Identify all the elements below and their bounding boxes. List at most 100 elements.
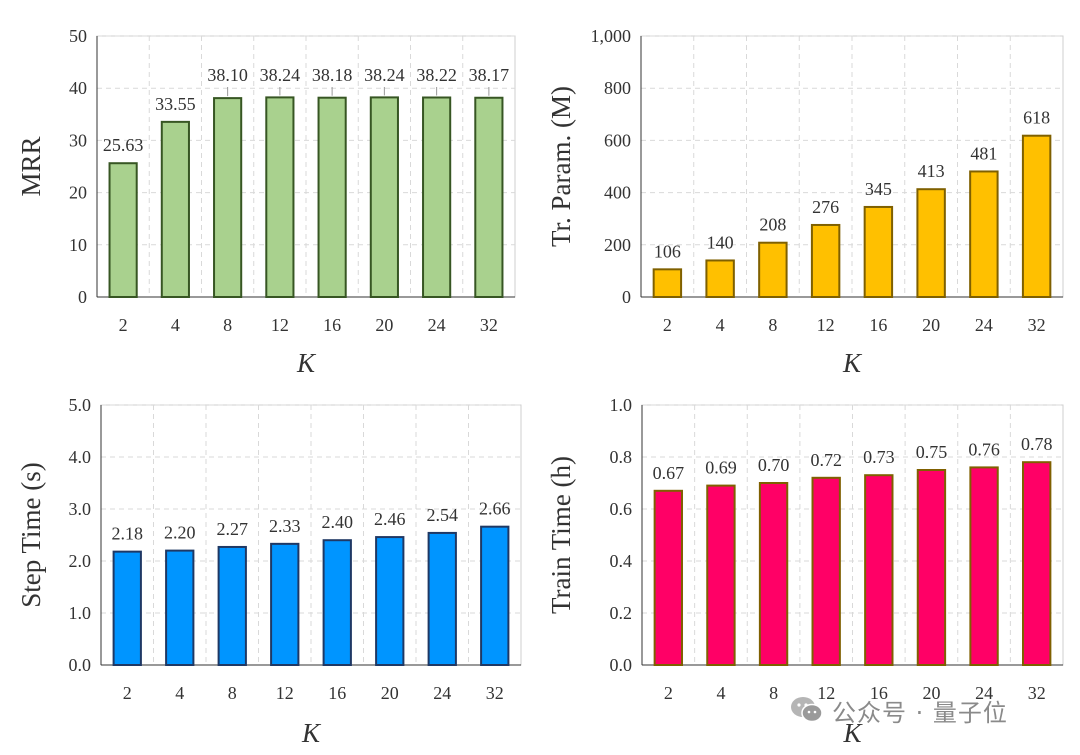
data-label: 38.17 [469, 65, 510, 85]
x-tick-label: 2 [663, 315, 672, 335]
bar [474, 96, 504, 299]
bar [422, 96, 452, 299]
data-label: 0.75 [916, 442, 948, 462]
y-tick-label: 4.0 [69, 447, 92, 467]
x-tick-label: 32 [480, 315, 498, 335]
y-tick-label: 50 [69, 26, 87, 46]
data-label: 2.20 [164, 523, 196, 543]
bar [213, 97, 243, 298]
x-axis-title: K [842, 348, 863, 378]
chart-step: 0.0 1.0 2.0 3.0 4.0 5.0 2 2.18 4 2.20 8 2.27 12 2.33 1… [16, 395, 522, 748]
x-tick-label: 24 [433, 683, 451, 703]
data-label: 0.69 [705, 458, 737, 478]
x-tick-label: 16 [870, 683, 888, 703]
data-label: 2.46 [374, 509, 406, 529]
y-tick-label: 200 [604, 235, 631, 255]
data-label: 0.70 [758, 455, 790, 475]
data-label: 2.27 [217, 519, 249, 539]
bar [863, 205, 894, 298]
bar [369, 96, 399, 298]
y-tick-label: 0.8 [610, 447, 633, 467]
x-tick-label: 24 [975, 683, 993, 703]
bar [810, 223, 841, 299]
bar [864, 474, 894, 667]
x-tick-label: 2 [123, 683, 132, 703]
data-label: 2.66 [479, 499, 511, 519]
data-label: 0.78 [1021, 434, 1053, 454]
x-tick-label: 16 [869, 315, 887, 335]
data-label: 618 [1023, 108, 1050, 128]
x-tick-label: 2 [664, 683, 673, 703]
x-tick-label: 2 [119, 315, 128, 335]
watermark-text: 公众号 · 量子位 [832, 698, 1008, 727]
data-label: 140 [707, 232, 734, 252]
x-tick-label: 32 [486, 683, 504, 703]
data-label: 0.67 [653, 463, 685, 483]
y-axis-title: Train Time (h) [546, 456, 576, 614]
x-tick-label: 4 [175, 683, 184, 703]
bar [916, 188, 946, 298]
data-label: 106 [654, 241, 681, 261]
data-label: 38.24 [260, 65, 301, 85]
bar [758, 482, 789, 666]
data-label: 38.18 [312, 65, 353, 85]
data-label: 38.22 [416, 65, 457, 85]
bar [653, 489, 683, 666]
bar [1021, 134, 1052, 298]
y-tick-label: 0 [78, 287, 87, 307]
x-tick-label: 16 [328, 683, 346, 703]
bar [480, 525, 510, 666]
chart-mrr: 0 10 20 30 40 50 2 25.63 4 33.55 8 38.10 12 38.24 16 38… [16, 26, 516, 378]
y-tick-label: 5.0 [69, 395, 92, 415]
bar [165, 549, 195, 666]
x-tick-label: 20 [922, 315, 940, 335]
x-tick-label: 4 [171, 315, 180, 335]
y-tick-label: 0.0 [69, 655, 92, 675]
data-label: 345 [865, 179, 892, 199]
y-tick-label: 400 [604, 183, 631, 203]
data-label: 2.54 [427, 505, 459, 525]
x-axis-title: K [296, 348, 317, 378]
data-label: 38.24 [364, 65, 405, 85]
data-label: 38.10 [207, 65, 248, 85]
x-tick-label: 4 [716, 315, 725, 335]
bar [916, 469, 947, 666]
y-tick-label: 1.0 [69, 603, 92, 623]
bar [265, 96, 295, 298]
x-axis-title: K [842, 718, 863, 748]
x-tick-label: 32 [1028, 315, 1046, 335]
y-axis-title: Step Time (s) [16, 462, 46, 608]
bar [112, 550, 142, 667]
bar [1022, 461, 1052, 667]
chart-params: 0 200 400 600 800 1,000 2 106 4 140 8 208 12 276 16 345… [546, 26, 1064, 378]
x-axis-title: K [301, 718, 322, 748]
x-tick-label: 20 [922, 683, 940, 703]
bar [160, 120, 190, 298]
x-tick-label: 12 [817, 683, 835, 703]
y-tick-label: 1,000 [591, 26, 632, 46]
data-label: 276 [812, 197, 839, 217]
data-label: 25.63 [103, 135, 144, 155]
bar [705, 259, 735, 298]
y-tick-label: 0.4 [610, 551, 633, 571]
data-label: 0.73 [863, 447, 895, 467]
y-tick-label: 600 [604, 130, 631, 150]
x-tick-label: 4 [716, 683, 725, 703]
data-label: 208 [759, 215, 786, 235]
bar [375, 536, 405, 667]
data-label: 0.76 [968, 439, 1000, 459]
x-tick-label: 32 [1028, 683, 1046, 703]
x-tick-label: 16 [323, 315, 341, 335]
x-tick-label: 12 [271, 315, 289, 335]
watermark: 公众号 · 量子位 [790, 690, 1008, 730]
x-tick-label: 20 [375, 315, 393, 335]
y-tick-label: 10 [69, 235, 87, 255]
y-tick-label: 0.2 [610, 603, 633, 623]
x-tick-label: 24 [428, 315, 446, 335]
data-label: 2.18 [112, 524, 144, 544]
data-label: 481 [970, 143, 997, 163]
y-tick-label: 0.0 [610, 655, 633, 675]
x-tick-label: 12 [276, 683, 294, 703]
y-tick-label: 30 [69, 130, 87, 150]
